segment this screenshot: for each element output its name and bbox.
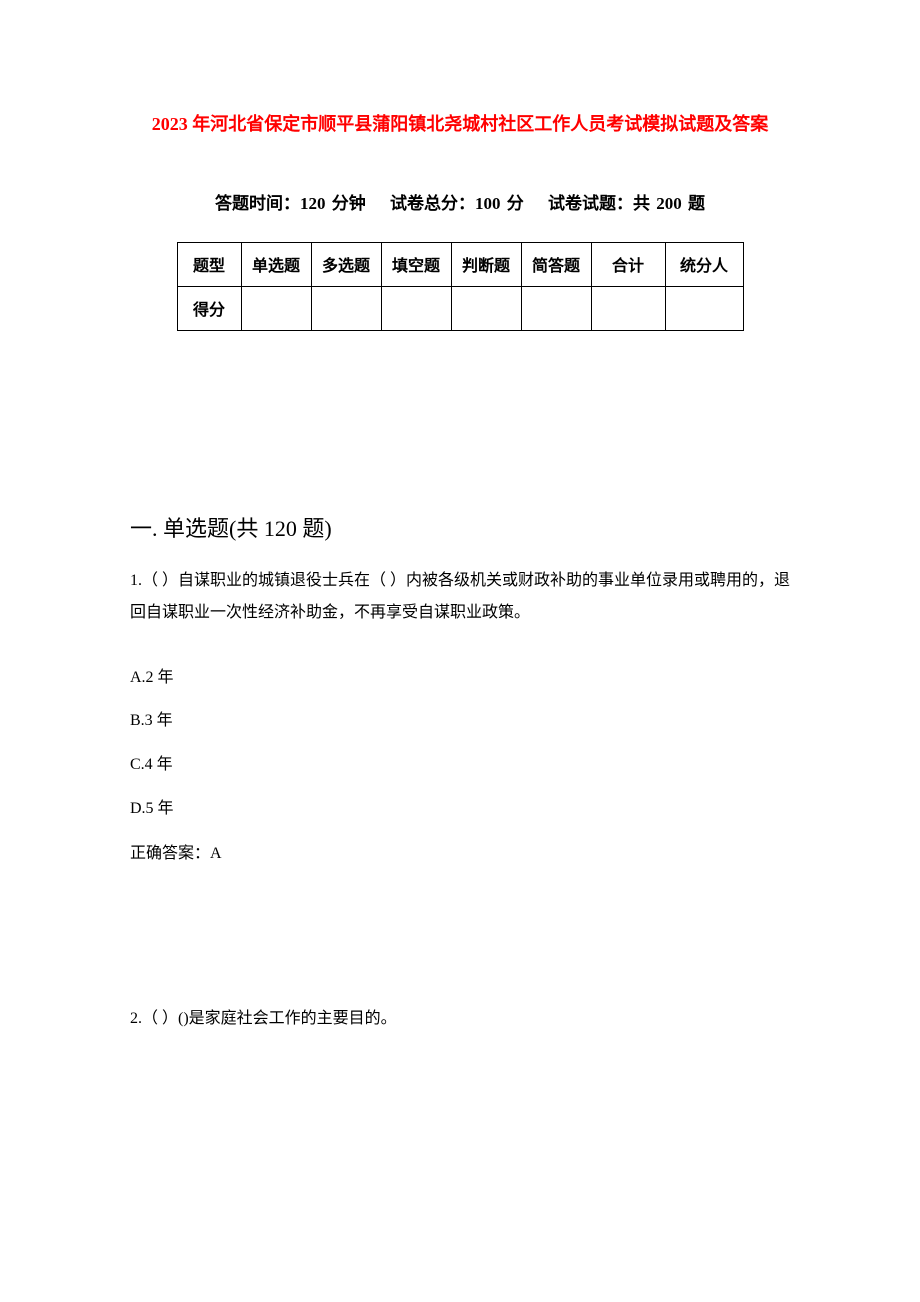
table-row: 得分 [177,286,743,330]
score-info: 试卷总分：100 分 [390,194,524,213]
table-row: 题型 单选题 多选题 填空题 判断题 简答题 合计 统分人 [177,242,743,286]
question-text: 1.（ ）自谋职业的城镇退役士兵在（ ）内被各级机关或财政补助的事业单位录用或聘… [130,565,790,629]
option-c: C.4 年 [130,752,790,778]
count-info: 试卷试题：共 200 题 [548,194,705,213]
cell-score-label: 得分 [177,286,241,330]
time-info: 答题时间：120 分钟 [215,194,366,213]
option-b: B.3 年 [130,708,790,734]
question-2: 2.（ ）()是家庭社会工作的主要目的。 [130,1003,790,1035]
document-title: 2023 年河北省保定市顺平县蒲阳镇北尧城村社区工作人员考试模拟试题及答案 [130,110,790,139]
cell-empty [451,286,521,330]
cell-scorer: 统分人 [665,242,743,286]
cell-empty [381,286,451,330]
cell-short-answer: 简答题 [521,242,591,286]
cell-empty [311,286,381,330]
cell-total: 合计 [591,242,665,286]
cell-empty [665,286,743,330]
correct-answer: 正确答案：A [130,839,790,863]
cell-empty [241,286,311,330]
option-d: D.5 年 [130,796,790,822]
exam-info-line: 答题时间：120 分钟 试卷总分：100 分 试卷试题：共 200 题 [130,189,790,214]
question-1: 1.（ ）自谋职业的城镇退役士兵在（ ）内被各级机关或财政补助的事业单位录用或聘… [130,565,790,629]
cell-judge: 判断题 [451,242,521,286]
cell-fill-blank: 填空题 [381,242,451,286]
cell-multi-choice: 多选题 [311,242,381,286]
question-text: 2.（ ）()是家庭社会工作的主要目的。 [130,1003,790,1035]
cell-empty [521,286,591,330]
section-heading: 一. 单选题(共 120 题) [130,511,790,543]
cell-single-choice: 单选题 [241,242,311,286]
option-a: A.2 年 [130,665,790,691]
score-table: 题型 单选题 多选题 填空题 判断题 简答题 合计 统分人 得分 [177,242,744,331]
cell-empty [591,286,665,330]
cell-type-label: 题型 [177,242,241,286]
